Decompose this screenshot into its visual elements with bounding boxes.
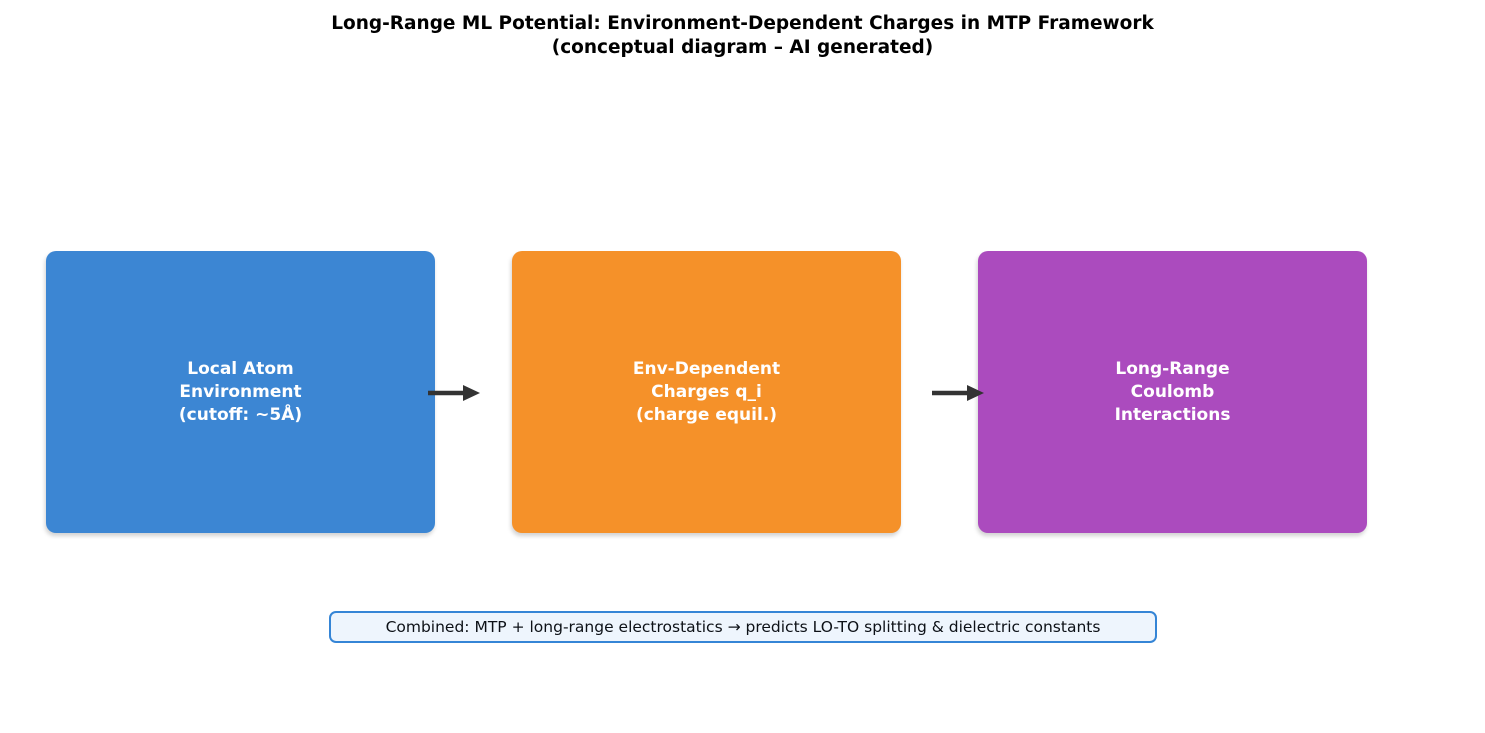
box-label-line: Long-Range: [1115, 358, 1230, 379]
arrow-head: [967, 385, 984, 401]
title-line-2: (conceptual diagram – AI generated): [551, 36, 934, 58]
summary-text: Combined: MTP + long-range electrostatic…: [385, 618, 1101, 636]
diagram-title: Long-Range ML Potential: Environment-Dep…: [0, 12, 1485, 59]
box-local-atom-environment-label: Local Atom Environment (cutoff: ~5Å): [179, 358, 302, 427]
box-label-line: (charge equil.): [635, 404, 778, 425]
box-env-dependent-charges: Env-Dependent Charges q_i (charge equil.…: [512, 251, 901, 533]
arrow-right-icon: [932, 385, 984, 401]
box-label-line: Charges q_i: [651, 381, 762, 402]
box-long-range-coulomb: Long-Range Coulomb Interactions: [978, 251, 1367, 533]
box-local-atom-environment: Local Atom Environment (cutoff: ~5Å): [46, 251, 435, 533]
arrow-head: [463, 385, 480, 401]
box-label-line: Local Atom: [187, 358, 294, 379]
title-line-1: Long-Range ML Potential: Environment-Dep…: [331, 13, 1154, 34]
summary-box: Combined: MTP + long-range electrostatic…: [329, 611, 1157, 643]
box-label-line: Env-Dependent: [632, 358, 781, 379]
box-long-range-coulomb-label: Long-Range Coulomb Interactions: [1115, 358, 1231, 427]
box-label-line: Environment: [179, 381, 302, 402]
box-env-dependent-charges-label: Env-Dependent Charges q_i (charge equil.…: [633, 358, 780, 427]
arrow-right-icon: [428, 385, 480, 401]
box-label-line: Interactions: [1114, 404, 1231, 425]
box-label-line: (cutoff: ~5Å): [178, 404, 303, 425]
box-label-line: Coulomb: [1130, 381, 1215, 402]
